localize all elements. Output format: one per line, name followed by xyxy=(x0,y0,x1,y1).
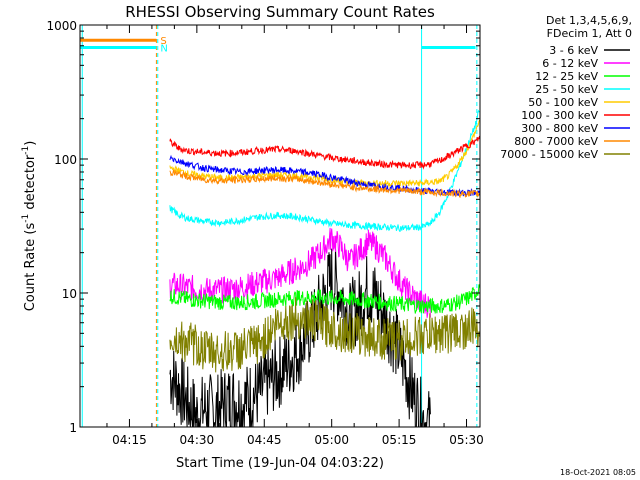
legend-label-2: 6 - 12 keV xyxy=(542,57,598,70)
x-tick-label: 05:30 xyxy=(449,433,484,447)
flag-label-s: S xyxy=(160,36,166,47)
y-axis-label-exp2: -1 xyxy=(21,146,31,155)
legend-label-7: 300 - 800 keV xyxy=(521,122,598,135)
legend-label-9: 7000 - 15000 keV xyxy=(500,148,598,161)
series-line-6 xyxy=(169,135,480,170)
x-tick-label: 05:15 xyxy=(382,433,417,447)
y-axis-label-exp1: -1 xyxy=(21,214,31,223)
y-axis-label-end: ) xyxy=(23,141,38,146)
legend-label-3: 12 - 25 keV xyxy=(535,70,598,83)
y-tick-label: 100 xyxy=(54,153,77,167)
series-line-3 xyxy=(169,284,480,314)
chart-title: RHESSI Observing Summary Count Rates xyxy=(125,3,435,21)
axes: 1 10 100 1000 04:15 04:30 04:45 05:00 05:15 05:30 xyxy=(46,19,483,447)
plot-frame xyxy=(79,24,481,428)
series-line-9 xyxy=(169,297,480,373)
legend-header-line-1: Det 1,3,4,5,6,9, xyxy=(546,14,632,27)
y-axis-label-middle: detector xyxy=(23,154,38,214)
y-tick-label: 1000 xyxy=(46,19,77,33)
legend-label-5: 50 - 100 keV xyxy=(528,96,598,109)
x-axis-label: Start Time (19-Jun-04 04:03:22) xyxy=(176,456,384,471)
series-line-7 xyxy=(169,154,480,197)
legend-label-6: 100 - 300 keV xyxy=(521,109,598,122)
footer-timestamp: 18-Oct-2021 08:05 xyxy=(560,468,636,477)
y-tick-label: 10 xyxy=(62,287,77,301)
flag-label-n: N xyxy=(160,43,167,54)
y-axis-label: Count Rate (s-1 detector-1) xyxy=(21,141,38,312)
series-line-8 xyxy=(169,169,480,199)
x-tick-label: 05:00 xyxy=(314,433,349,447)
plot-area: SN xyxy=(80,25,480,428)
x-tick-label: 04:45 xyxy=(247,433,282,447)
legend-label-4: 25 - 50 keV xyxy=(535,83,598,96)
series-line-2 xyxy=(169,227,431,318)
series-line-4 xyxy=(169,109,480,232)
y-tick-label: 1 xyxy=(69,421,77,435)
legend-label-1: 3 - 6 keV xyxy=(549,44,598,57)
legend-header-line-2: FDecim 1, Att 0 xyxy=(547,27,632,40)
y-axis-label-main: Count Rate (s xyxy=(23,223,38,312)
x-tick-label: 04:15 xyxy=(112,433,147,447)
x-tick-label: 04:30 xyxy=(180,433,215,447)
legend-label-8: 800 - 7000 keV xyxy=(514,135,598,148)
